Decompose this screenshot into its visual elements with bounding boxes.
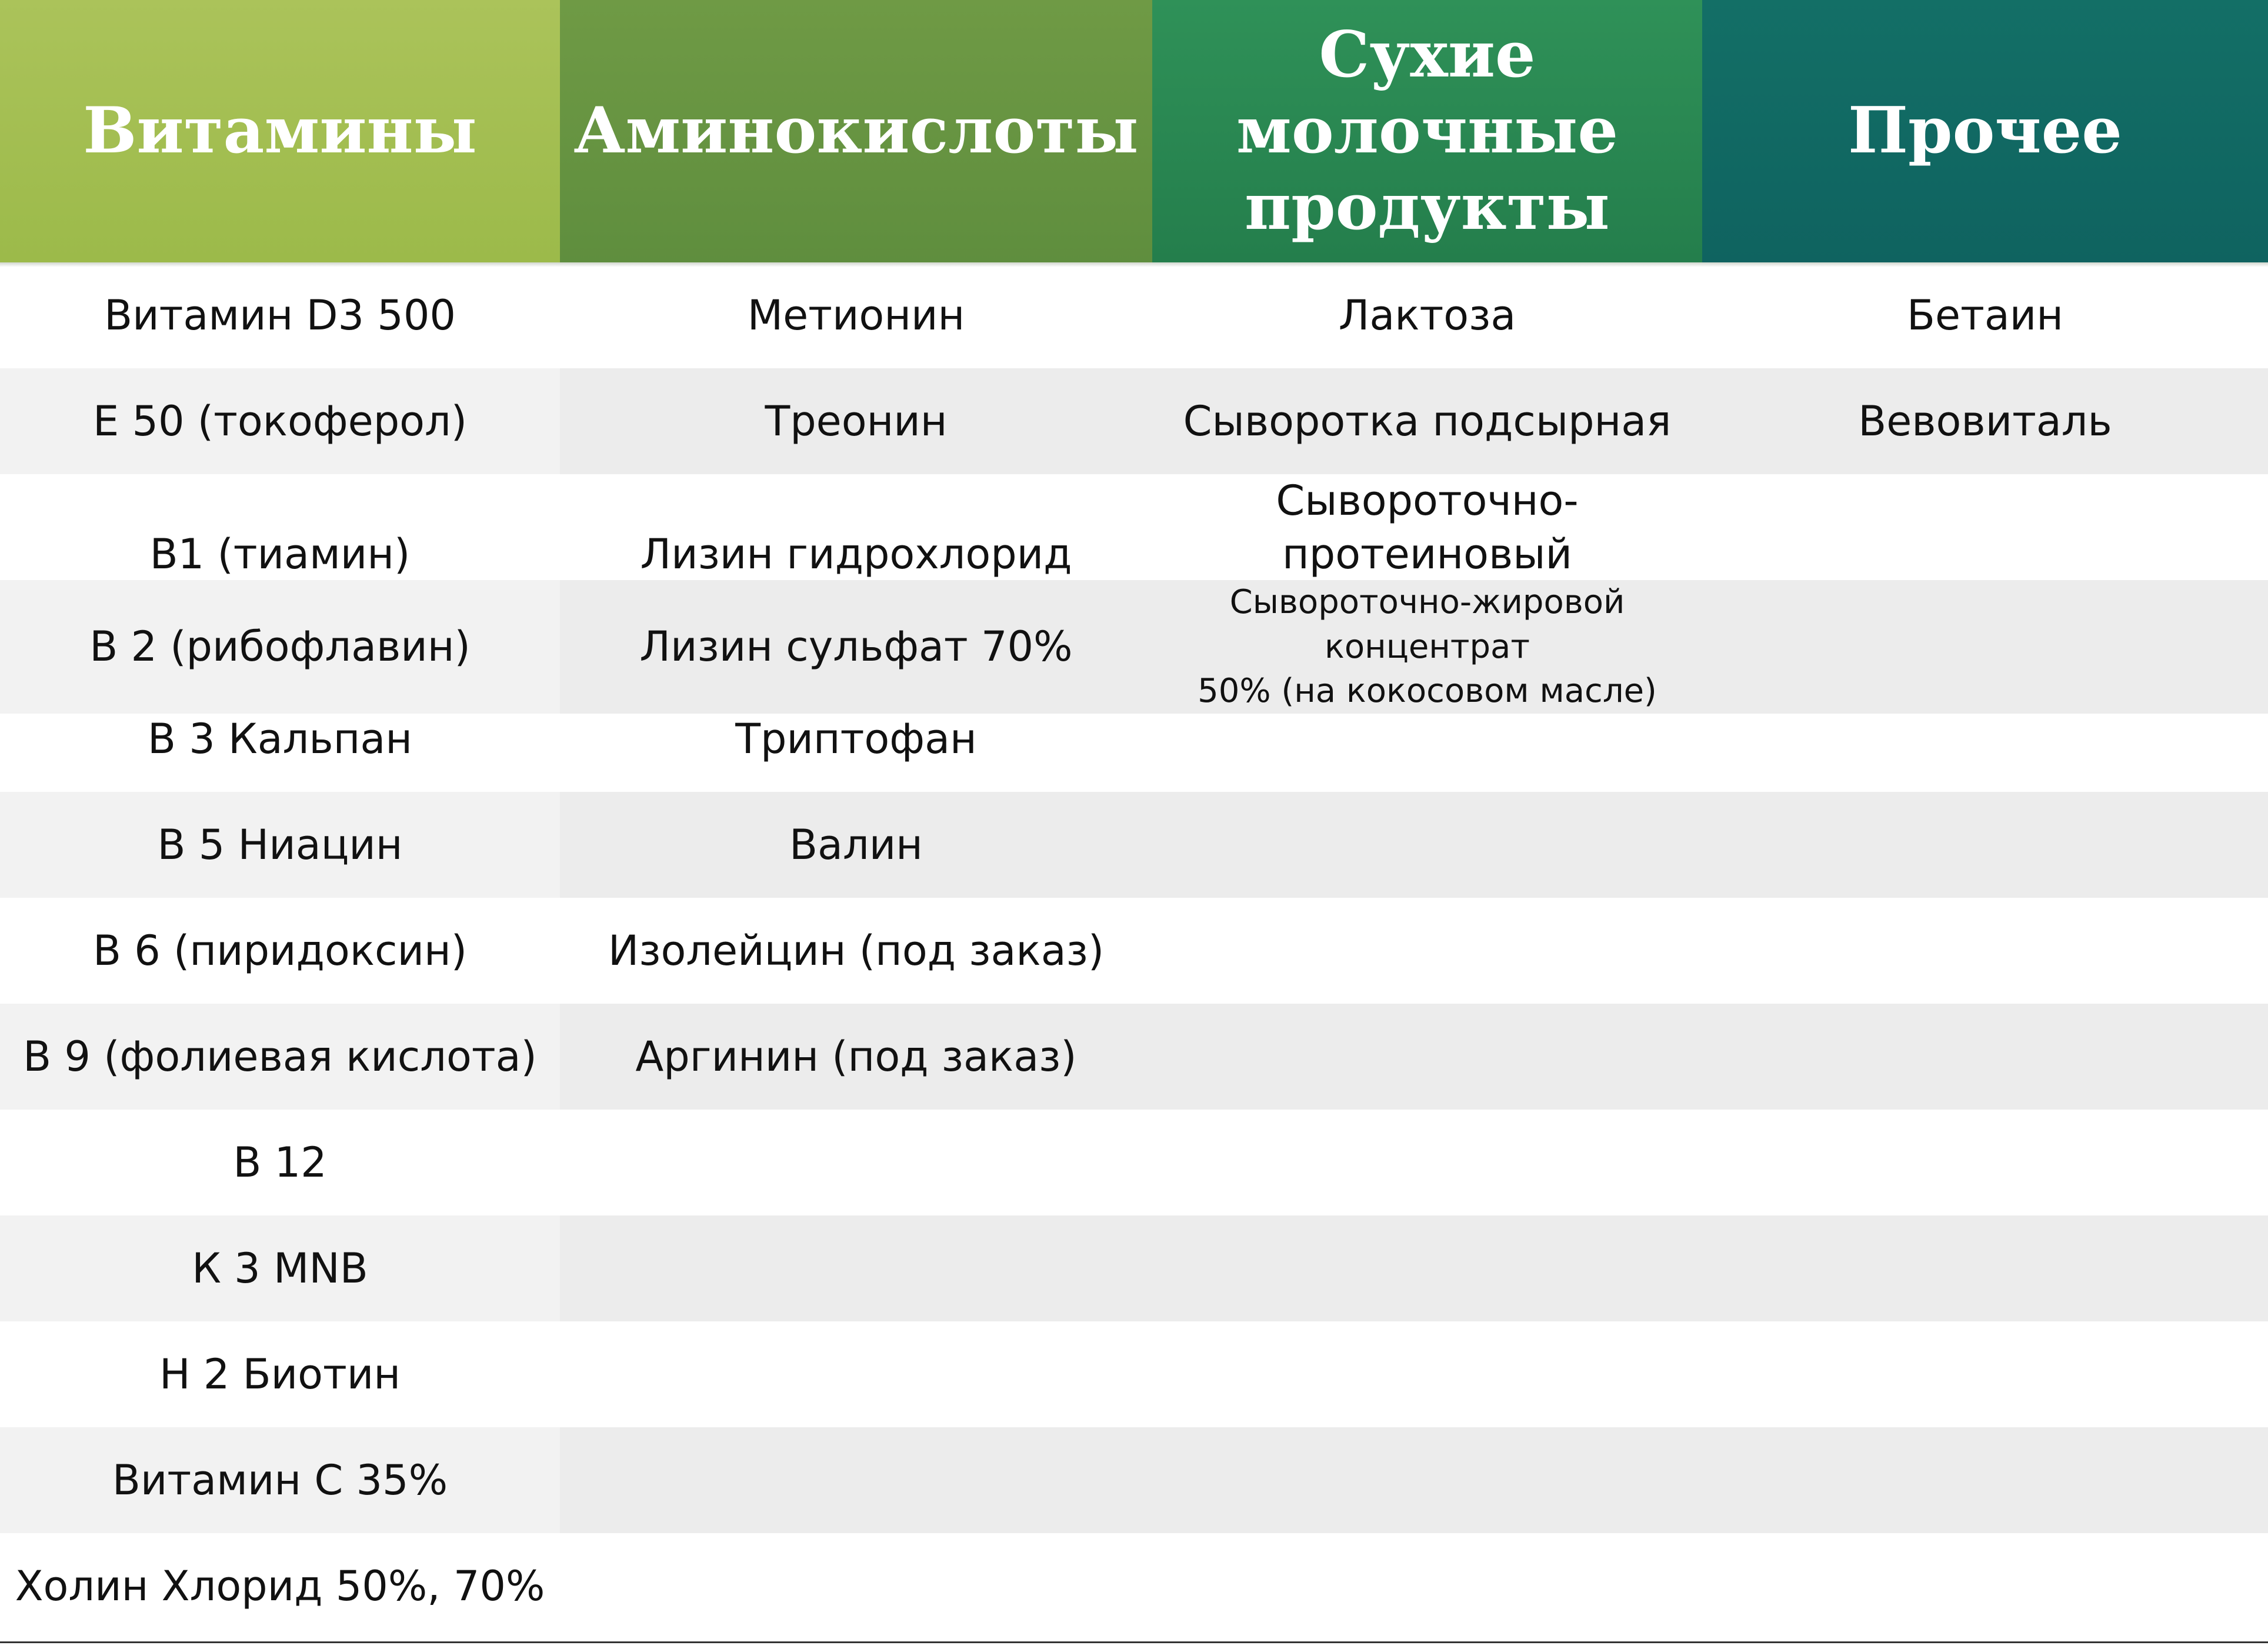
table-cell	[1702, 1427, 2268, 1533]
table-cell: Лактоза	[1338, 291, 1516, 339]
table-cell: В 12	[233, 1138, 327, 1187]
table-cell: Метионин	[747, 291, 965, 339]
table-cell	[1702, 1533, 2268, 1639]
table-cell	[1702, 1004, 2268, 1110]
table-cell	[1702, 792, 2268, 898]
table-cell: Бетаин	[1906, 291, 2064, 339]
table-cell: Триптофан	[735, 714, 977, 763]
table-cell	[1152, 1004, 1702, 1110]
table-row: В 3 Кальпан Триптофан	[0, 686, 2268, 792]
table-row: К 3 MNB	[0, 1215, 2268, 1321]
table-row: В 9 (фолиевая кислота) Аргинин (под зака…	[0, 1004, 2268, 1110]
table-cell	[1152, 1215, 1702, 1321]
table-row: Витамин D3 500 Метионин Лактоза Бетаин	[0, 262, 2268, 368]
table-row: В 2 (рибофлавин) Лизин сульфат 70% Сывор…	[0, 580, 2268, 714]
table-cell: Сывороточно-жировой концентрат 50% (на к…	[1152, 580, 1702, 714]
table-cell: Лизин гидрохлорид	[640, 530, 1072, 578]
table-cell: В 6 (пиридоксин)	[92, 926, 468, 975]
table-cell	[1152, 898, 1702, 1004]
table-cell	[1152, 1321, 1702, 1427]
table-row: В1 (тиамин) Лизин гидрохлорид Сывороточн…	[0, 474, 2268, 632]
table-cell: Холин Хлорид 50%, 70%	[15, 1561, 545, 1610]
table-cell: В 3 Кальпан	[147, 714, 413, 763]
table-cell: Витамин С 35%	[0, 1427, 560, 1533]
table-cell: Лизин сульфат 70%	[560, 580, 1152, 714]
table-cell: Н 2 Биотин	[159, 1350, 401, 1398]
table-cell: Витамин D3 500	[104, 291, 456, 339]
table-cell	[1702, 580, 2268, 714]
table-row: В 5 Ниацин Валин	[0, 792, 2268, 898]
table-row: В 6 (пиридоксин) Изолейцин (под заказ)	[0, 898, 2268, 1004]
table-cell: В 9 (фолиевая кислота)	[0, 1004, 560, 1110]
table-row: Н 2 Биотин	[0, 1321, 2268, 1427]
table-cell: Треонин	[560, 368, 1152, 474]
table-cell	[1702, 1110, 2268, 1215]
table-cell: В 2 (рибофлавин)	[0, 580, 560, 714]
table-cell: В1 (тиамин)	[149, 530, 411, 578]
header-dry-dairy-products: Сухие молочные продукты	[1152, 0, 1702, 262]
table-cell	[560, 1110, 1152, 1215]
table-cell	[1702, 686, 2268, 792]
table-cell: Валин	[560, 792, 1152, 898]
header-other: Прочее	[1702, 0, 2268, 262]
table-row: В 12	[0, 1110, 2268, 1215]
table-cell	[1152, 686, 1702, 792]
table-cell	[1152, 1110, 1702, 1215]
table-body: Витамин D3 500 Метионин Лактоза Бетаин Е…	[0, 262, 2268, 1639]
table-cell	[1702, 1215, 2268, 1321]
table-cell	[1702, 1321, 2268, 1427]
table-row: Витамин С 35%	[0, 1427, 2268, 1533]
table-row: Е 50 (токоферол) Треонин Сыворотка подсы…	[0, 368, 2268, 474]
table-cell: Е 50 (токоферол)	[0, 368, 560, 474]
table-cell: Сыворотка подсырная	[1152, 368, 1702, 474]
table-cell	[560, 1427, 1152, 1533]
table-header: Витамины Аминокислоты Сухие молочные про…	[0, 0, 2268, 262]
table-cell	[1152, 1427, 1702, 1533]
table-cell	[1702, 898, 2268, 1004]
table-cell: Вевовиталь	[1702, 368, 2268, 474]
header-amino-acids: Аминокислоты	[560, 0, 1152, 262]
table-row: Холин Хлорид 50%, 70%	[0, 1533, 2268, 1639]
table-cell	[560, 1533, 1152, 1639]
table-cell: Изолейцин (под заказ)	[608, 926, 1105, 975]
table-cell: К 3 MNB	[0, 1215, 560, 1321]
table-cell: В 5 Ниацин	[0, 792, 560, 898]
table-cell	[560, 1321, 1152, 1427]
header-shadow	[0, 261, 2268, 267]
header-vitamins: Витамины	[0, 0, 560, 262]
table-cell	[1152, 792, 1702, 898]
table-cell	[1152, 1533, 1702, 1639]
table-bottom-border	[0, 1641, 2268, 1643]
table-cell	[560, 1215, 1152, 1321]
table-cell: Аргинин (под заказ)	[560, 1004, 1152, 1110]
